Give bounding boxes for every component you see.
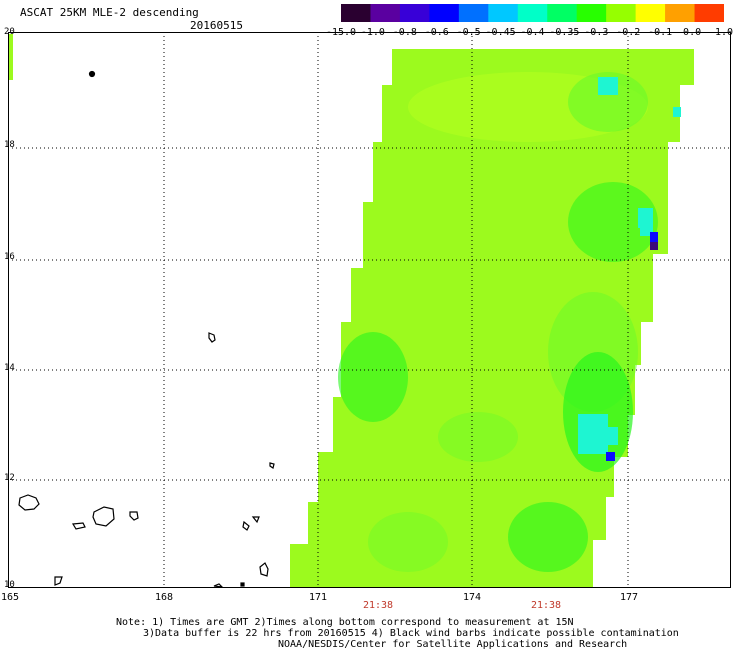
island [251, 516, 260, 524]
note-line-1: Note: 1) Times are GMT 2)Times along bot… [116, 617, 574, 628]
color-scale-swatch [635, 4, 666, 22]
color-scale-swatch [370, 4, 401, 22]
time-label: 21:38 [362, 600, 394, 611]
map-gridlines [8, 32, 731, 588]
color-scale-swatch [665, 4, 696, 22]
color-scale-swatch [694, 4, 724, 22]
lat-label: 14 [4, 363, 15, 373]
note-line-3: NOAA/NESDIS/Center for Satellite Applica… [278, 639, 628, 650]
wind-map [8, 32, 731, 588]
island [213, 583, 224, 588]
color-scale-bar [341, 4, 724, 22]
lat-label: 12 [4, 473, 15, 483]
color-scale-swatch [488, 4, 519, 22]
map-title: ASCAT 25KM MLE-2 descending [20, 6, 199, 19]
lon-label: 177 [619, 592, 639, 603]
island [92, 506, 115, 527]
color-scale-swatch [458, 4, 489, 22]
lon-label: 174 [462, 592, 482, 603]
scatterometer-swath [8, 34, 694, 588]
swath-edge-strip [8, 34, 13, 80]
note-line-2: 3)Data buffer is 22 hrs from 20160515 4)… [143, 628, 679, 639]
lon-label: 171 [308, 592, 328, 603]
island [88, 70, 96, 78]
color-scale-swatch [547, 4, 578, 22]
swath-cell [598, 77, 618, 95]
color-scale-swatch [399, 4, 430, 22]
lat-label: 20 [4, 27, 15, 37]
island [54, 576, 63, 586]
lon-label: 168 [154, 592, 174, 603]
color-scale-swatch [517, 4, 548, 22]
island-outlines [18, 70, 275, 588]
map-frame [8, 32, 731, 588]
lat-label: 10 [4, 580, 15, 590]
island [259, 562, 269, 577]
color-scale-swatch [341, 4, 372, 22]
swath-cell [598, 427, 618, 445]
swath-patch [338, 332, 408, 422]
time-label: 21:38 [530, 600, 562, 611]
island [18, 494, 40, 511]
swath-cell [650, 232, 658, 242]
island [71, 522, 86, 530]
swath-patch [438, 412, 518, 462]
island [240, 582, 245, 587]
color-scale-swatch [576, 4, 607, 22]
color-scale-swatch [606, 4, 637, 22]
swath-cell [606, 452, 615, 461]
lon-label: 165 [0, 592, 20, 603]
island [269, 462, 275, 469]
swath-cell [640, 224, 653, 236]
swath-patch [568, 182, 658, 262]
island [129, 511, 139, 521]
swath-patch [508, 502, 588, 572]
lat-label: 18 [4, 140, 15, 150]
map-date: 20160515 [190, 19, 243, 32]
swath-cell [650, 242, 658, 250]
lat-label: 16 [4, 252, 15, 262]
island [208, 332, 216, 343]
swath-cell [638, 208, 653, 228]
swath-cell [673, 107, 681, 117]
island [242, 520, 250, 531]
color-scale-swatch [429, 4, 460, 22]
swath-patch [368, 512, 448, 572]
